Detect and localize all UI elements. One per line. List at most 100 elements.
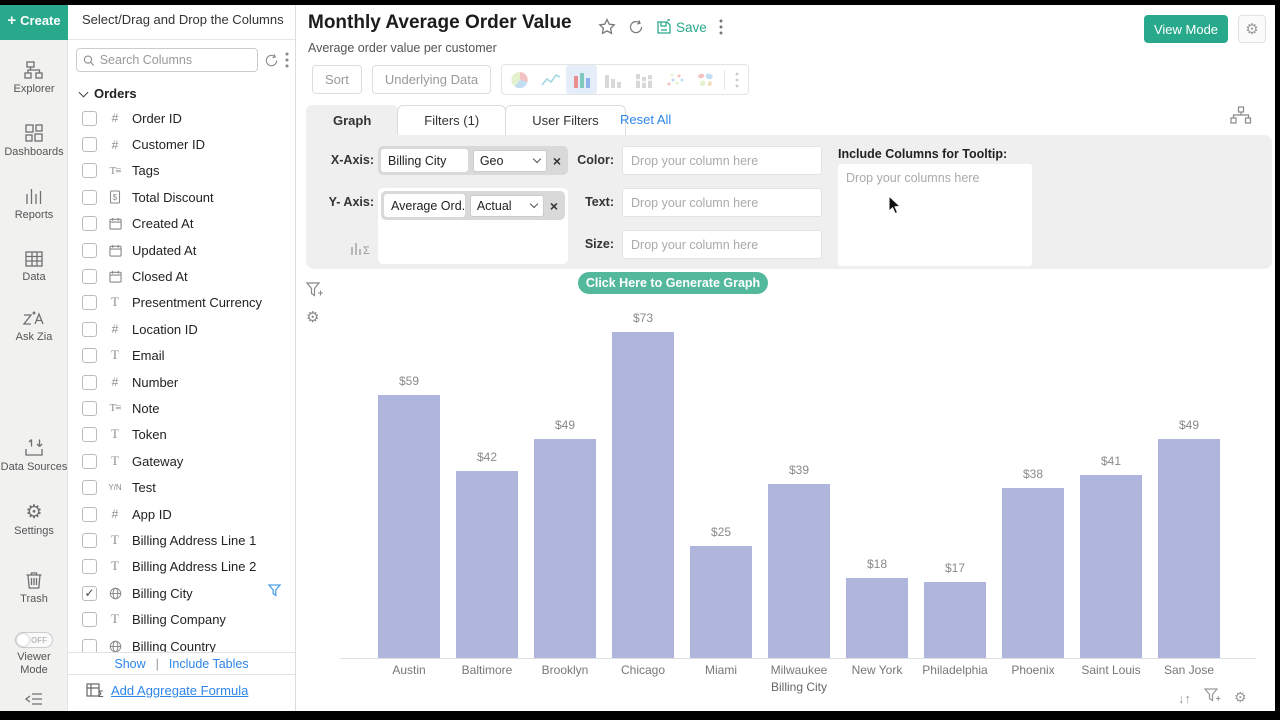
sidebar-item-settings[interactable]: ⚙ Settings [14,502,54,537]
column-item-billing-city[interactable]: ✓ Billing City [68,580,295,606]
tab-graph[interactable]: Graph [306,105,399,135]
chart-type-column-grey-icon[interactable] [597,65,628,94]
column-item-gateway[interactable]: T Gateway [68,448,295,474]
sidebar-item-data-sources[interactable]: Data Sources [0,438,68,474]
column-item-email[interactable]: T Email [68,343,295,369]
chart-type-scatter-icon[interactable] [659,65,690,94]
column-item-note[interactable]: T≡ Note [68,395,295,421]
include-tables-link[interactable]: Include Tables [168,656,249,671]
column-item-tags[interactable]: T≡ Tags [68,158,295,184]
sidebar-item-ask-zia[interactable]: Ask Zia [0,310,68,344]
tab-user-filters[interactable]: User Filters [505,105,626,135]
chart-filter-icon[interactable] [1203,688,1221,708]
tab-filters[interactable]: Filters (1) [397,105,507,135]
orders-group-header[interactable]: Orders [68,76,295,105]
chart-gear-icon[interactable]: ⚙ [1234,689,1247,705]
report-settings-gear-button[interactable]: ⚙ [1238,15,1266,43]
bar-chicago[interactable] [612,332,674,658]
column-item-number[interactable]: # Number [68,369,295,395]
column-item-presentment-currency[interactable]: T Presentment Currency [68,290,295,316]
chart-type-stacked-bar-icon[interactable] [628,65,659,94]
create-button[interactable]: + Create [0,0,68,40]
sort-button[interactable]: Sort [312,65,362,94]
y-axis-dropbox[interactable]: Average Ord... Actual × [378,188,568,264]
column-item-closed-at[interactable]: Closed At [68,263,295,289]
y-axis-mode-select[interactable]: Actual [469,194,544,217]
search-columns-box[interactable] [76,48,258,72]
refresh-report-icon[interactable] [628,19,644,35]
column-checkbox[interactable] [82,532,97,548]
column-checkbox[interactable] [82,110,97,126]
column-checkbox[interactable] [82,216,97,232]
sidebar-item-trash[interactable]: Trash [0,570,68,606]
bar-milwaukee[interactable] [768,484,830,658]
column-checkbox[interactable] [82,269,97,285]
view-mode-button[interactable]: View Mode [1144,15,1228,43]
bar-baltimore[interactable] [456,471,518,658]
x-axis-mode-select[interactable]: Geo [472,149,547,172]
column-item-token[interactable]: T Token [68,422,295,448]
column-item-order-id[interactable]: # Order ID [68,105,295,131]
refresh-columns-icon[interactable] [264,53,279,68]
column-item-total-discount[interactable]: $ Total Discount [68,184,295,210]
remove-y-column-icon[interactable]: × [549,197,558,214]
remove-x-column-icon[interactable]: × [552,152,561,169]
show-link[interactable]: Show [114,656,146,671]
favorite-star-icon[interactable] [598,18,616,36]
column-item-billing-company[interactable]: T Billing Company [68,606,295,632]
color-dropzone[interactable]: Drop your column here [622,146,822,175]
collapse-panel-button[interactable] [0,692,68,706]
column-checkbox[interactable] [82,374,97,390]
column-checkbox[interactable] [82,137,97,153]
column-item-created-at[interactable]: Created At [68,211,295,237]
x-axis-chip[interactable]: Billing City Geo × [378,146,568,175]
column-checkbox[interactable] [82,348,97,364]
column-checkbox[interactable] [82,506,97,522]
column-checkbox[interactable]: ✓ [82,585,97,601]
size-dropzone[interactable]: Drop your column here [622,230,822,259]
column-checkbox[interactable] [82,480,97,496]
sidebar-item-reports[interactable]: Reports [0,186,68,222]
column-checkbox[interactable] [82,189,97,205]
bar-new-york[interactable] [846,578,908,658]
column-checkbox[interactable] [82,321,97,337]
search-columns-input[interactable] [99,53,251,67]
column-item-customer-id[interactable]: # Customer ID [68,131,295,157]
related-views-icon[interactable] [1230,106,1252,129]
save-button[interactable]: * Save [656,19,707,36]
y-axis-chip[interactable]: Average Ord... Actual × [381,191,565,220]
column-checkbox[interactable] [82,242,97,258]
column-checkbox[interactable] [82,400,97,416]
tooltip-columns-dropzone[interactable]: Drop your columns here [838,164,1032,266]
chart-settings-gear-icon[interactable]: ⚙ [306,309,320,326]
column-checkbox[interactable] [82,427,97,443]
column-checkbox[interactable] [82,295,97,311]
sidebar-item-data[interactable]: Data [0,250,68,284]
underlying-data-button[interactable]: Underlying Data [371,65,492,94]
column-checkbox[interactable] [82,163,97,179]
bar-philadelphia[interactable] [924,582,986,658]
column-item-updated-at[interactable]: Updated At [68,237,295,263]
column-item-test[interactable]: Y/N Test [68,474,295,500]
chart-sort-icon[interactable]: ↓↑ [1178,690,1191,706]
add-filter-icon[interactable] [305,282,323,303]
chart-type-bar-icon[interactable] [566,65,598,94]
viewer-mode-toggle[interactable]: OFF Viewer Mode [0,632,68,677]
sidebar-item-dashboards[interactable]: Dashboards [0,123,68,159]
report-menu-kebab-icon[interactable] [719,19,723,35]
bar-austin[interactable] [378,395,440,658]
text-dropzone[interactable]: Drop your column here [622,188,822,217]
generate-graph-button[interactable]: Click Here to Generate Graph [578,272,768,294]
bar-brooklyn[interactable] [534,439,596,658]
column-item-billing-address-line-1[interactable]: T Billing Address Line 1 [68,527,295,553]
chart-type-more-kebab-icon[interactable] [728,65,746,94]
column-checkbox[interactable] [82,638,97,652]
column-checkbox[interactable] [82,612,97,628]
column-item-billing-address-line-2[interactable]: T Billing Address Line 2 [68,554,295,580]
chart-type-line-icon[interactable] [535,65,566,94]
bar-miami[interactable] [690,546,752,658]
column-item-location-id[interactable]: # Location ID [68,316,295,342]
column-checkbox[interactable] [82,453,97,469]
column-item-billing-country[interactable]: Billing Country [68,633,295,652]
column-item-app-id[interactable]: # App ID [68,501,295,527]
